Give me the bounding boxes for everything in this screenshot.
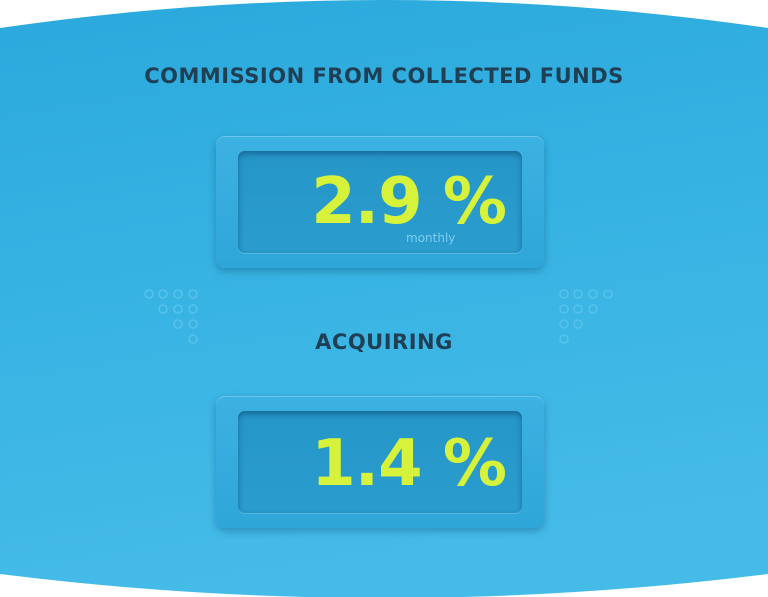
commission-value: 2.9 % [311,165,507,239]
acquiring-display-screen: 1.4 % [238,411,522,513]
commission-period: monthly [406,231,456,245]
commission-display-screen: 2.9 % monthly [238,151,522,253]
commission-display-frame: 2.9 % monthly [216,136,544,268]
acquiring-display-frame: 1.4 % [216,396,544,528]
dot-grid-icon [144,289,198,344]
acquiring-title: ACQUIRING [315,330,453,354]
acquiring-value: 1.4 % [311,427,507,501]
dot-grid-icon [559,289,613,344]
commission-title: COMMISSION FROM COLLECTED FUNDS [144,64,624,88]
